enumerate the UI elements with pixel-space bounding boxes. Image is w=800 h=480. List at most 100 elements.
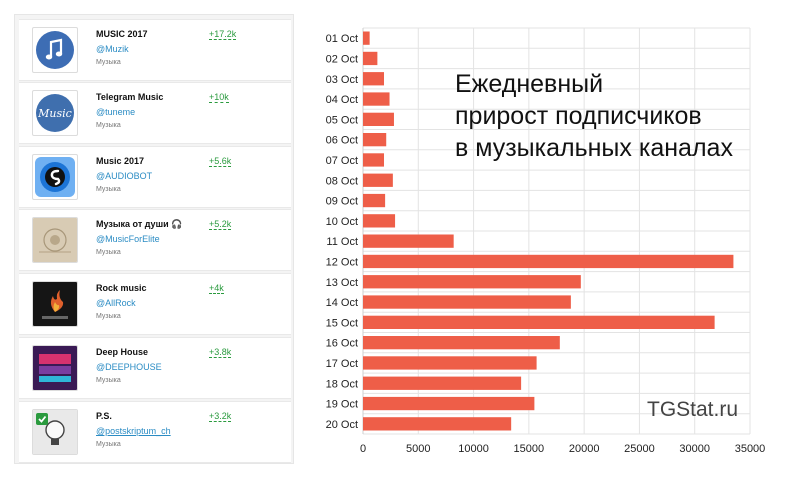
channel-category: Музыка [96, 59, 121, 66]
y-tick-label: 10 Oct [326, 216, 358, 228]
channel-name[interactable]: Deep House [96, 347, 149, 357]
music-text-logo-icon: Music [36, 94, 74, 132]
chart-title-line: Ежедневный [455, 70, 604, 98]
channel-list-panel: MUSIC 2017 @Muzik Музыка +17.2k Music Te… [14, 14, 294, 464]
channel-growth[interactable]: +3.2k [209, 411, 232, 422]
channel-growth[interactable]: +4k [209, 283, 224, 294]
bar [363, 112, 394, 126]
channel-category: Музыка [96, 186, 121, 193]
channel-avatar[interactable] [32, 217, 78, 263]
lightbulb-icon [33, 410, 77, 454]
bar [363, 51, 378, 66]
music-note-icon [36, 31, 74, 69]
y-tick-label: 20 Oct [326, 419, 358, 431]
channel-avatar[interactable] [32, 345, 78, 391]
channel-card[interactable]: Музыка от души 🎧 @MusicForElite Музыка +… [19, 209, 291, 271]
bar [363, 315, 715, 329]
channel-growth[interactable]: +17.2k [209, 29, 237, 40]
channel-card[interactable]: P.S. @postskriptum_ch Музыка +3.2k [19, 401, 291, 463]
y-tick-label: 12 Oct [326, 256, 358, 268]
deep-house-cover-icon [33, 346, 77, 390]
guitar-fire-icon [33, 282, 77, 326]
shazam-logo-icon [35, 157, 75, 197]
bar [363, 376, 522, 390]
channel-category: Музыка [96, 122, 121, 129]
channel-category: Музыка [96, 313, 121, 320]
channel-avatar[interactable] [32, 409, 78, 455]
channel-card[interactable]: Music 2017 @AUDIOBOT Музыка +5.6k [19, 146, 291, 208]
bar [363, 214, 396, 228]
bar [363, 92, 390, 106]
channel-card[interactable]: MUSIC 2017 @Muzik Музыка +17.2k [19, 19, 291, 81]
y-tick-label: 06 Oct [326, 135, 358, 147]
x-tick-label: 35000 [735, 443, 766, 455]
y-tick-label: 15 Oct [326, 317, 358, 329]
channel-handle-link[interactable]: @MusicForElite [96, 234, 160, 244]
bar [363, 254, 734, 269]
y-tick-label: 05 Oct [326, 114, 358, 126]
svg-text:Music: Music [37, 107, 72, 120]
x-tick-label: 0 [360, 443, 366, 455]
channel-name[interactable]: MUSIC 2017 [96, 29, 148, 39]
y-tick-label: 13 Oct [326, 277, 358, 289]
bar [363, 295, 571, 309]
channel-handle-link[interactable]: @tuneme [96, 107, 136, 117]
channel-card[interactable]: Deep House @DEEPHOUSE Музыка +3.8k [19, 337, 291, 399]
bar [363, 356, 537, 370]
channel-name[interactable]: P.S. [96, 411, 112, 421]
x-tick-label: 30000 [679, 443, 710, 455]
channel-avatar[interactable] [32, 154, 78, 200]
x-tick-label: 10000 [458, 443, 489, 455]
bar [363, 31, 370, 45]
channel-growth[interactable]: +5.2k [209, 219, 232, 230]
channel-category: Музыка [96, 249, 121, 256]
bar [363, 173, 393, 187]
y-tick-label: 16 Oct [326, 338, 358, 350]
channel-growth[interactable]: +10k [209, 92, 229, 103]
y-tick-label: 01 Oct [326, 33, 358, 45]
y-tick-label: 17 Oct [326, 358, 358, 370]
channel-handle-link[interactable]: @AUDIOBOT [96, 171, 153, 181]
channel-growth[interactable]: +5.6k [209, 156, 232, 167]
channel-name[interactable]: Music 2017 [96, 156, 145, 166]
y-tick-label: 11 Oct [326, 236, 358, 248]
channel-category: Музыка [96, 441, 121, 448]
channel-avatar[interactable] [32, 281, 78, 327]
channel-avatar[interactable] [32, 27, 78, 73]
x-tick-label: 20000 [569, 443, 600, 455]
bar [363, 336, 560, 350]
bar [363, 275, 581, 289]
bar [363, 153, 385, 167]
y-tick-label: 09 Oct [326, 196, 358, 208]
y-tick-label: 19 Oct [326, 399, 358, 411]
y-tick-label: 18 Oct [326, 378, 358, 390]
bar [363, 396, 535, 411]
channel-handle-link[interactable]: @postskriptum_ch [96, 426, 171, 436]
channel-handle-link[interactable]: @DEEPHOUSE [96, 362, 162, 372]
bar [363, 234, 454, 248]
channel-name[interactable]: Telegram Music [96, 92, 164, 102]
watermark: TGStat.ru [647, 398, 739, 421]
chart-title-line: прирост подписчиков [455, 102, 702, 130]
channel-name[interactable]: Rock music [96, 283, 147, 293]
y-tick-label: 03 Oct [326, 74, 358, 86]
channel-avatar[interactable]: Music [32, 90, 78, 136]
bar [363, 417, 512, 431]
album-cover-icon [33, 218, 77, 262]
channel-handle-link[interactable]: @Muzik [96, 44, 129, 54]
channel-handle-link[interactable]: @AllRock [96, 298, 136, 308]
y-tick-label: 02 Oct [326, 53, 358, 65]
chart-title: Ежедневный прирост подписчиков в музыкал… [455, 68, 733, 164]
x-tick-label: 25000 [624, 443, 655, 455]
channel-name[interactable]: Музыка от души 🎧 [96, 219, 183, 229]
y-tick-label: 04 Oct [326, 94, 358, 106]
x-tick-label: 15000 [514, 443, 545, 455]
x-tick-label: 5000 [406, 443, 430, 455]
channel-card[interactable]: Rock music @AllRock Музыка +4k [19, 273, 291, 335]
chart-title-line: в музыкальных каналах [455, 134, 733, 162]
bar [363, 193, 386, 208]
channel-growth[interactable]: +3.8k [209, 347, 232, 358]
bar [363, 72, 385, 86]
channel-card[interactable]: Music Telegram Music @tuneme Музыка +10k [19, 82, 291, 144]
y-tick-label: 07 Oct [326, 155, 358, 167]
